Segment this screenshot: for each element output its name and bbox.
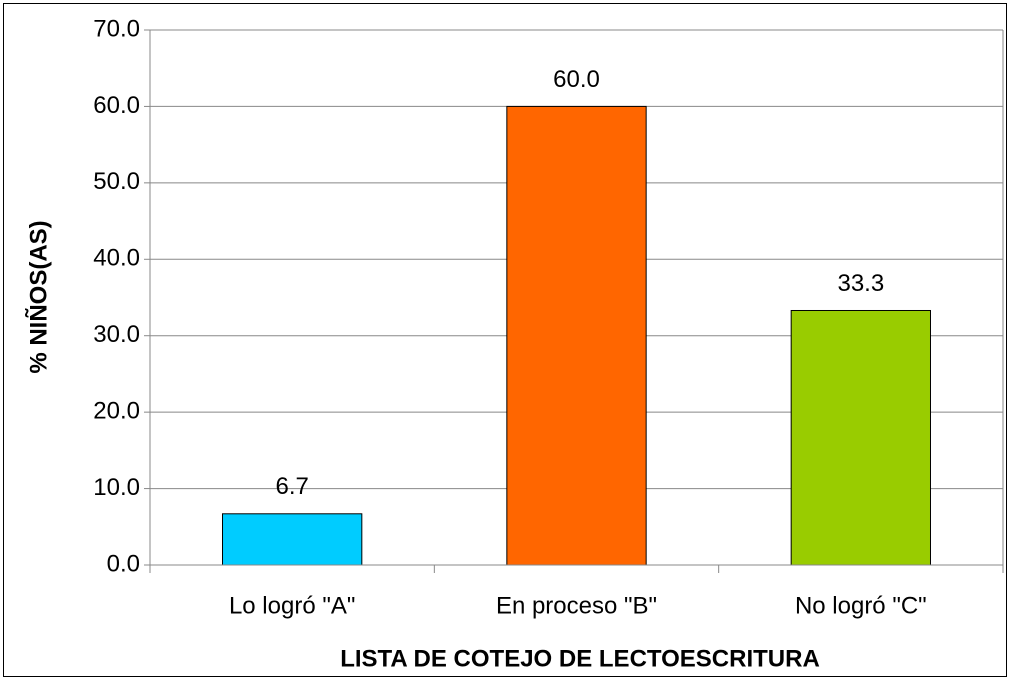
y-axis-title: % NIÑOS(AS)	[24, 220, 52, 373]
y-tick-label: 30.0	[93, 321, 140, 348]
bar	[790, 309, 931, 566]
data-label: 33.3	[837, 270, 884, 297]
x-tick-label: Lo logró "A"	[229, 592, 355, 619]
y-tick-label: 50.0	[93, 168, 140, 195]
data-label: 60.0	[553, 66, 600, 93]
y-tick-label: 70.0	[93, 15, 140, 42]
y-tick-label: 60.0	[93, 92, 140, 119]
bar	[222, 513, 363, 566]
bar	[506, 105, 647, 566]
x-tick-label: No logró "C"	[795, 592, 927, 619]
data-label: 6.7	[275, 473, 308, 500]
y-tick-label: 40.0	[93, 245, 140, 272]
x-tick-label: En proceso "B"	[496, 592, 657, 619]
x-axis-title: LISTA DE COTEJO DE LECTOESCRITURA	[340, 645, 820, 672]
y-tick-label: 10.0	[93, 474, 140, 501]
y-tick-label: 20.0	[93, 397, 140, 424]
y-tick-label: 0.0	[107, 550, 140, 577]
